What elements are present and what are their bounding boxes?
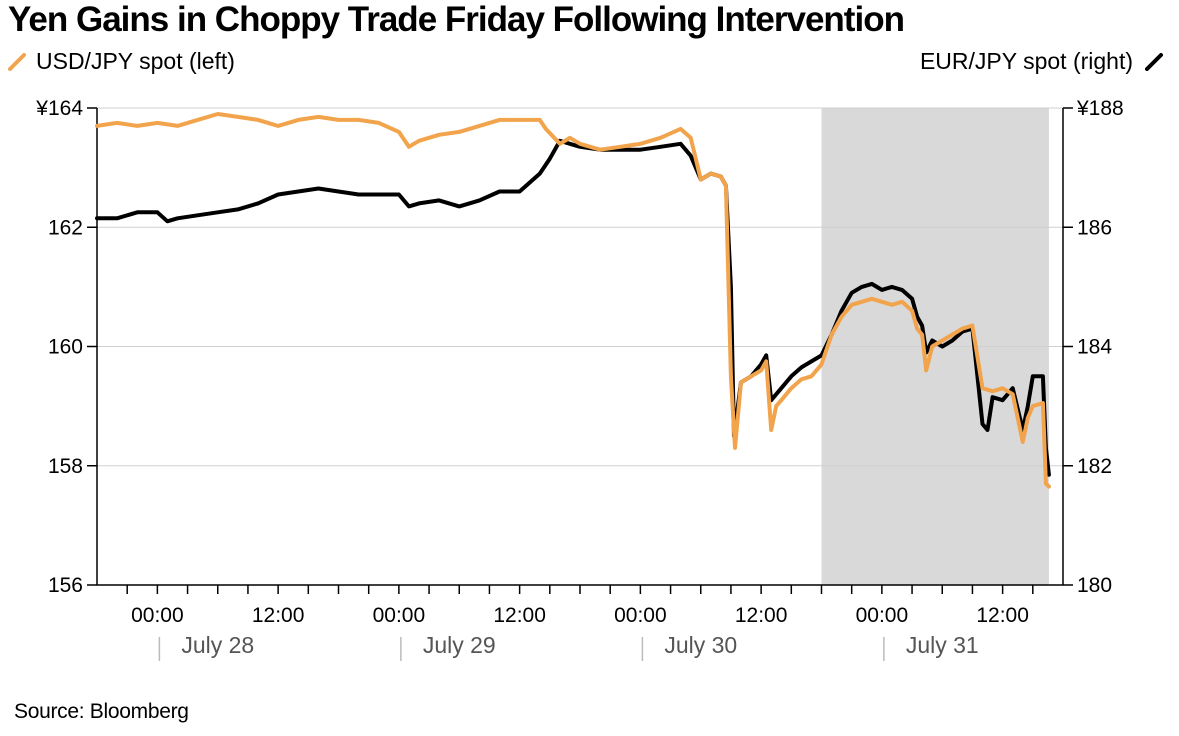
date-label: July 29 (423, 632, 496, 658)
x-tick-label: 00:00 (856, 604, 909, 627)
usdjpy-line (95, 112, 1051, 489)
y-left-tick-label: ¥164 (35, 97, 83, 120)
y-left-tick-label: 156 (48, 574, 83, 597)
orange-slash-icon (8, 52, 26, 71)
x-tick-label: 00:00 (614, 604, 667, 627)
x-tick-label: 12:00 (252, 604, 305, 627)
legend-usdjpy-label: USD/JPY spot (left) (36, 48, 235, 74)
chart-title: Yen Gains in Choppy Trade Friday Followi… (8, 0, 905, 39)
x-tick-label: 00:00 (131, 604, 184, 627)
date-label: July 30 (664, 632, 737, 658)
black-slash-icon (1145, 52, 1163, 71)
legend-eurjpy-label: EUR/JPY spot (right) (919, 48, 1133, 74)
legend-usdjpy: USD/JPY spot (left) (8, 48, 235, 75)
y-left-tick-label: 162 (48, 216, 83, 239)
x-tick-label: 00:00 (373, 604, 426, 627)
x-tick-label: 12:00 (976, 604, 1029, 627)
y-right-tick-label: 180 (1077, 574, 1112, 597)
x-tick-label: 12:00 (493, 604, 546, 627)
y-right-tick-label: 182 (1077, 455, 1112, 478)
x-tick-label: 12:00 (735, 604, 788, 627)
y-left-tick-label: 160 (48, 336, 83, 359)
y-right-tick-label: ¥188 (1076, 97, 1124, 120)
source-note: Source: Bloomberg (14, 700, 189, 723)
y-right-tick-label: 184 (1077, 336, 1112, 359)
y-right-tick-label: 186 (1077, 216, 1112, 239)
date-label: July 28 (181, 632, 254, 658)
legend-eurjpy: EUR/JPY spot (right) (920, 48, 1163, 75)
date-label: July 31 (906, 632, 979, 658)
y-left-tick-label: 158 (48, 455, 83, 478)
